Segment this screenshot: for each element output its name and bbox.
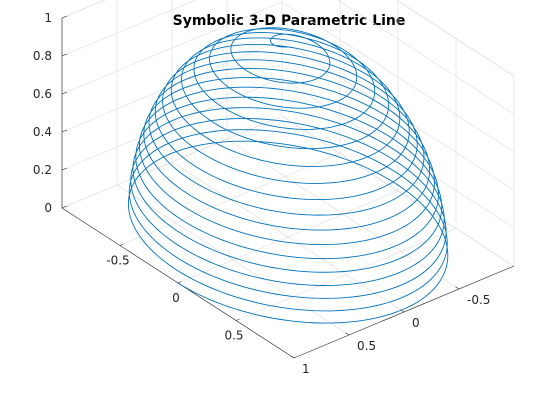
z-tick-mark bbox=[61, 167, 68, 171]
box-edge bbox=[395, 0, 515, 77]
z-tick-mark bbox=[61, 205, 68, 209]
box-edge bbox=[281, 115, 515, 267]
box-edge bbox=[61, 0, 106, 19]
z-tick-label: 1 bbox=[44, 11, 52, 25]
gridline-wall-xz bbox=[281, 39, 515, 191]
gridline-wall-yz bbox=[61, 0, 197, 57]
z-tick-label: 0.8 bbox=[33, 49, 52, 63]
y-tick-label: 1 bbox=[302, 362, 310, 376]
x-tick-label: -0.5 bbox=[106, 254, 129, 268]
x-tick-label: 0 bbox=[172, 291, 180, 305]
gridline-floor-y bbox=[116, 184, 350, 336]
gridline-wall-yz bbox=[61, 77, 283, 171]
parametric-line-series bbox=[127, 27, 449, 324]
z-tick-label: 0.6 bbox=[33, 87, 52, 101]
tick-labels: -0.5 0 0.5 -0.5 0 0.5 1 0 0.2 0.4 0.6 0.8 1 bbox=[33, 11, 491, 376]
z-tick-label: 0.4 bbox=[33, 125, 52, 139]
gridline-floor-y bbox=[171, 161, 405, 313]
y-tick-label: -0.5 bbox=[467, 293, 490, 307]
gridline-wall-xz bbox=[281, 1, 515, 153]
y-tick-label: 0 bbox=[412, 316, 420, 330]
y-tick-mark bbox=[290, 355, 295, 359]
x-tick-mark bbox=[177, 281, 182, 284]
plot-area bbox=[127, 27, 449, 324]
x-tick-mark bbox=[235, 318, 240, 321]
box-edge bbox=[61, 115, 283, 209]
gridline-wall-xz bbox=[337, 0, 515, 115]
gridline-wall-yz bbox=[61, 1, 283, 95]
x-tick-mark bbox=[119, 243, 124, 246]
grid bbox=[61, 0, 515, 359]
y-tick-label: 0.5 bbox=[357, 339, 376, 353]
x-tick-label: 0.5 bbox=[224, 329, 243, 343]
gridline-wall-xz bbox=[281, 77, 515, 229]
z-tick-mark bbox=[61, 53, 68, 57]
z-tick-label: 0 bbox=[44, 201, 52, 215]
y-tick-mark bbox=[345, 332, 350, 336]
chart-title: Symbolic 3-D Parametric Line bbox=[173, 13, 406, 29]
y-tick-mark bbox=[455, 286, 460, 290]
z-tick-mark bbox=[61, 129, 68, 133]
z-tick-label: 0.2 bbox=[33, 163, 52, 177]
z-tick-mark bbox=[61, 15, 68, 19]
z-tick-mark bbox=[61, 91, 68, 95]
